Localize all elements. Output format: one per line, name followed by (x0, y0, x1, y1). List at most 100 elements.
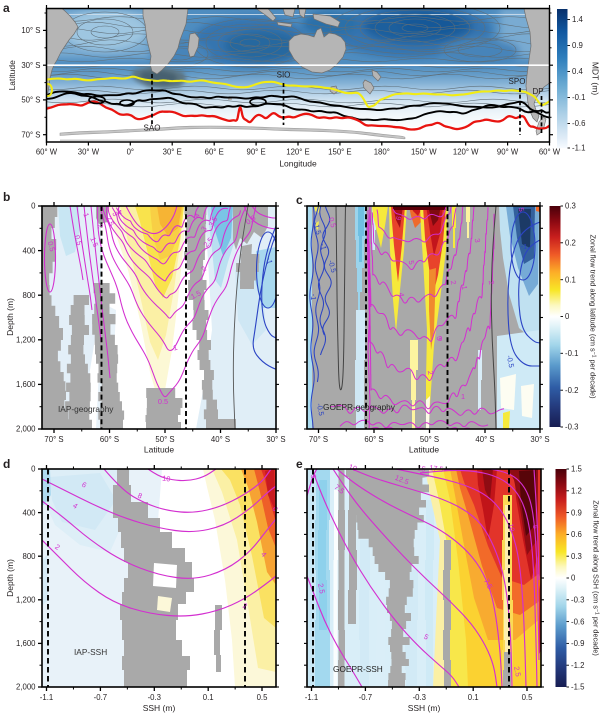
svg-text:0.1: 0.1 (203, 693, 214, 702)
svg-text:60° W: 60° W (36, 148, 58, 157)
svg-text:2.5: 2.5 (104, 214, 116, 227)
svg-text:10: 10 (506, 523, 516, 533)
svg-text:3.5: 3.5 (206, 215, 219, 228)
svg-text:70° S: 70° S (21, 130, 40, 139)
svg-text:0.5: 0.5 (158, 397, 168, 406)
svg-text:Depth (m): Depth (m) (5, 559, 15, 597)
svg-text:Depth (m): Depth (m) (5, 298, 15, 336)
svg-text:30° S: 30° S (21, 61, 40, 70)
svg-text:10: 10 (347, 462, 358, 473)
svg-text:60° S: 60° S (364, 435, 383, 444)
svg-text:4: 4 (118, 208, 122, 217)
svg-text:0.5: 0.5 (327, 216, 338, 228)
svg-text:0.9: 0.9 (572, 41, 583, 50)
svg-text:4: 4 (397, 292, 406, 297)
svg-text:150° E: 150° E (328, 148, 352, 157)
svg-text:-1.1: -1.1 (572, 144, 585, 153)
svg-text:2: 2 (241, 601, 248, 611)
svg-text:400: 400 (22, 508, 36, 517)
svg-text:0.9: 0.9 (571, 508, 582, 517)
svg-text:-0.7: -0.7 (359, 693, 372, 702)
svg-text:70° S: 70° S (309, 435, 328, 444)
svg-text:-1.1: -1.1 (305, 693, 318, 702)
svg-text:30° S: 30° S (530, 435, 549, 444)
svg-text:90° E: 90° E (247, 148, 266, 157)
svg-text:1,600: 1,600 (16, 380, 36, 389)
svg-text:1.5: 1.5 (189, 288, 202, 301)
svg-text:3: 3 (473, 238, 483, 244)
svg-text:1,200: 1,200 (16, 336, 36, 345)
svg-text:-0.1: -0.1 (565, 349, 578, 358)
svg-text:1,200: 1,200 (16, 596, 36, 605)
svg-text:1,600: 1,600 (16, 639, 36, 648)
svg-text:IAP-SSH: IAP-SSH (74, 647, 107, 657)
svg-text:0.5: 0.5 (46, 240, 57, 252)
svg-text:-0.3: -0.3 (565, 423, 578, 432)
svg-text:4: 4 (71, 501, 79, 511)
svg-text:50° S: 50° S (420, 435, 439, 444)
svg-text:0°: 0° (127, 148, 134, 157)
svg-text:1.5: 1.5 (571, 465, 583, 474)
svg-text:SSH (m): SSH (m) (143, 703, 176, 713)
svg-text:-0.5: -0.5 (315, 402, 326, 416)
svg-text:Latitude: Latitude (144, 445, 175, 455)
svg-text:2: 2 (53, 542, 61, 552)
svg-text:2: 2 (426, 370, 435, 375)
svg-text:6: 6 (80, 480, 88, 490)
svg-text:3: 3 (199, 225, 209, 233)
svg-text:1: 1 (461, 392, 465, 401)
svg-text:d: d (3, 457, 10, 471)
svg-text:-0.9: -0.9 (571, 639, 584, 648)
svg-text:Longitude: Longitude (279, 159, 317, 169)
svg-text:120° W: 120° W (453, 148, 479, 157)
svg-text:1.5: 1.5 (88, 236, 100, 249)
svg-text:0: 0 (571, 574, 576, 583)
svg-text:SIO: SIO (277, 71, 291, 80)
svg-text:GOEPR-SSH: GOEPR-SSH (333, 664, 383, 674)
svg-text:-1: -1 (318, 243, 328, 251)
svg-text:3: 3 (434, 335, 444, 342)
svg-text:40° S: 40° S (211, 435, 230, 444)
svg-text:Latitude: Latitude (409, 445, 440, 455)
svg-text:4: 4 (259, 550, 268, 559)
svg-text:120° E: 120° E (286, 148, 310, 157)
svg-text:30° S: 30° S (266, 435, 285, 444)
svg-text:5: 5 (309, 474, 319, 480)
svg-text:50° S: 50° S (155, 435, 174, 444)
svg-text:-0.6: -0.6 (572, 119, 585, 128)
svg-text:0: 0 (31, 202, 36, 211)
svg-text:-1.1: -1.1 (40, 693, 53, 702)
svg-text:30° W: 30° W (78, 148, 100, 157)
svg-text:0.5: 0.5 (522, 693, 534, 702)
svg-text:0.3: 0.3 (565, 202, 576, 211)
svg-text:1: 1 (172, 343, 179, 353)
svg-text:30° E: 30° E (163, 148, 182, 157)
svg-text:1.4: 1.4 (572, 15, 584, 24)
svg-text:5: 5 (531, 524, 540, 529)
svg-text:3: 3 (438, 334, 442, 343)
svg-text:5: 5 (422, 632, 430, 642)
svg-text:a: a (3, 1, 10, 15)
svg-text:3: 3 (110, 210, 120, 217)
svg-text:6: 6 (394, 215, 404, 222)
svg-text:Zonal flow trend along SSH (cm: Zonal flow trend along SSH (cm s−1 per d… (592, 500, 600, 656)
svg-text:8: 8 (136, 491, 143, 501)
svg-text:c: c (296, 193, 303, 207)
svg-text:DP: DP (532, 87, 543, 96)
svg-text:10: 10 (162, 474, 171, 484)
svg-text:1: 1 (81, 211, 91, 218)
svg-text:60° W: 60° W (539, 148, 561, 157)
svg-text:Latitude: Latitude (7, 60, 17, 91)
svg-text:2: 2 (449, 280, 459, 286)
svg-text:-0.5: -0.5 (505, 354, 516, 368)
svg-text:2,000: 2,000 (16, 683, 36, 692)
svg-text:50° S: 50° S (21, 96, 40, 105)
svg-text:1.2: 1.2 (571, 487, 582, 496)
svg-text:e: e (296, 457, 303, 471)
svg-text:IAP-geography: IAP-geography (58, 404, 114, 414)
svg-text:60° S: 60° S (100, 435, 119, 444)
svg-text:5: 5 (517, 207, 527, 213)
svg-text:40° S: 40° S (475, 435, 494, 444)
svg-text:5: 5 (407, 260, 417, 266)
svg-text:400: 400 (22, 246, 36, 255)
